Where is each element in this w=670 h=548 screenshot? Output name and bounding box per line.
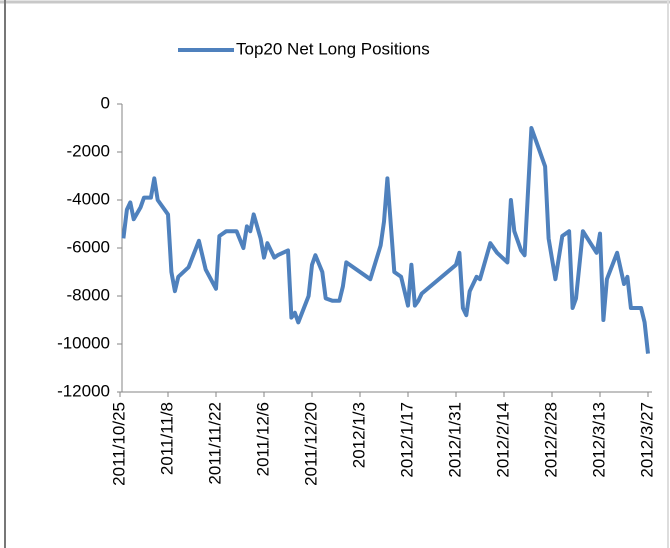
x-tick-label: 2011/11/8 [157,402,176,475]
x-tick-label: 2011/12/6 [253,402,272,476]
x-tick-label: 2012/2/14 [493,402,512,478]
x-tick-label: 2012/2/28 [541,402,560,478]
x-tick-label: 2011/10/25 [109,402,128,486]
legend-label: Top20 Net Long Positions [236,39,430,58]
y-tick-label: -10000 [57,333,110,352]
y-tick-label: -8000 [67,285,110,304]
x-tick-label: 2012/3/27 [637,402,656,478]
x-tick-label: 2012/1/3 [349,402,368,468]
y-tick-label: -4000 [67,189,110,208]
x-tick-label: 2011/12/20 [301,402,320,486]
y-tick-label: -6000 [67,237,110,256]
x-tick-label: 2012/1/17 [397,402,416,478]
x-tick-label: 2011/11/22 [205,402,224,485]
y-tick-label: -2000 [67,141,110,160]
data-line [121,126,650,354]
x-tick-label: 2012/1/31 [445,402,464,478]
x-tick-label: 2012/3/13 [589,402,608,478]
y-tick-label: -12000 [57,381,110,400]
y-tick-label: 0 [101,93,110,112]
